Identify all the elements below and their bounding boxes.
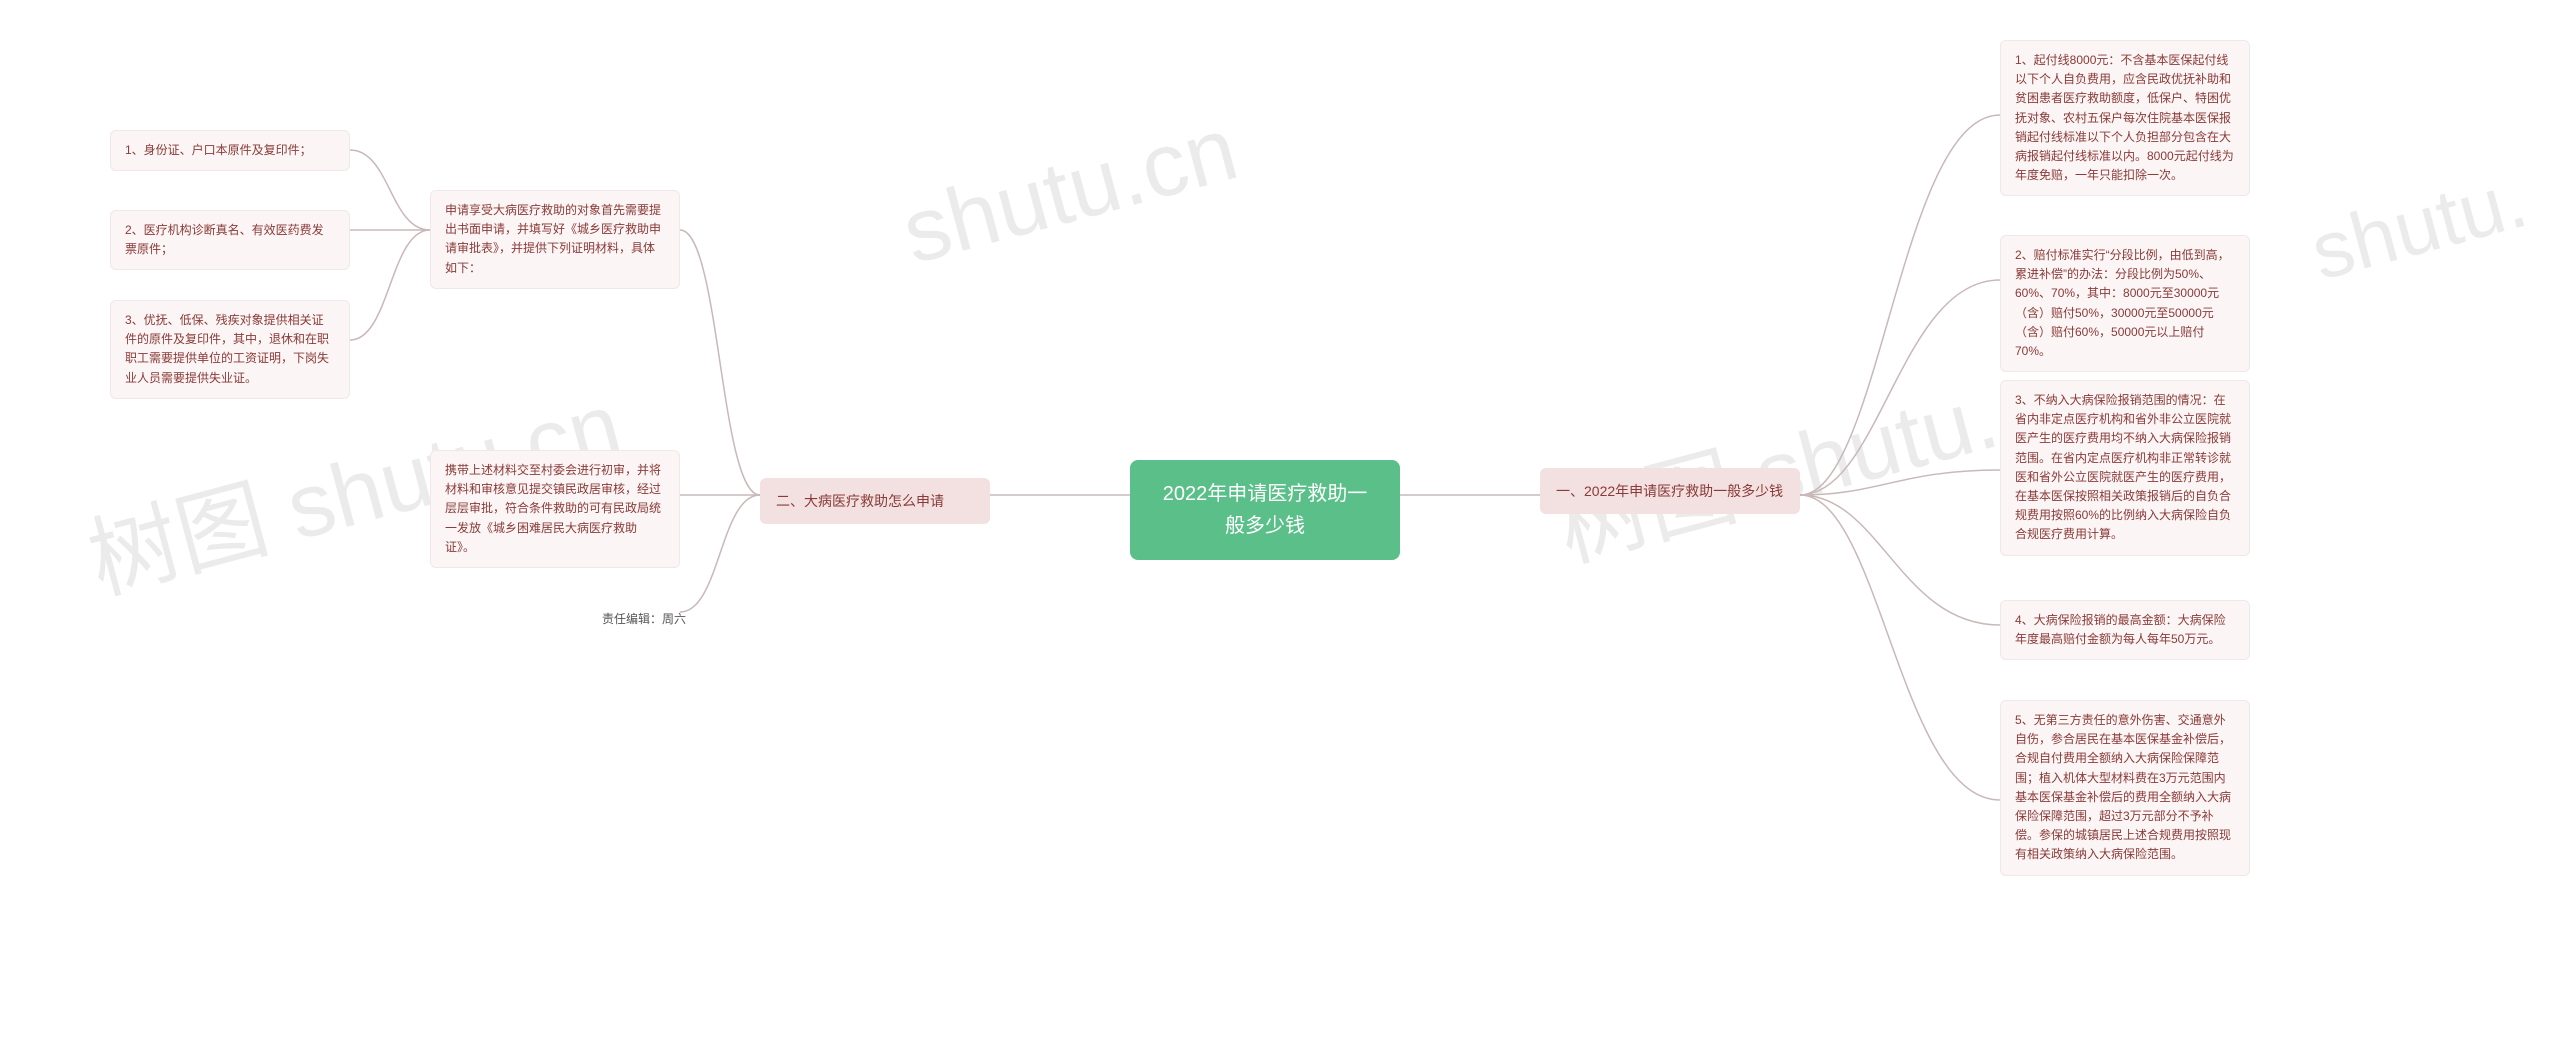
left-sub2-text: 携带上述材料交至村委会进行初审，并将材料和审核意见提交镇民政居审核，经过层层审批… [445,463,661,554]
watermark-4: shutu. [2302,153,2536,298]
left-sub2[interactable]: 携带上述材料交至村委会进行初审，并将材料和审核意见提交镇民政居审核，经过层层审批… [430,450,680,568]
left-sub1-leaf-2-text: 2、医疗机构诊断真名、有效医药费发票原件； [125,223,324,256]
left-sub1-leaf-1-text: 1、身份证、户口本原件及复印件； [125,143,312,157]
right-leaf-3-text: 3、不纳入大病保险报销范围的情况：在省内非定点医疗机构和省外非公立医院就医产生的… [2015,393,2231,541]
center-node[interactable]: 2022年申请医疗救助一般多少钱 [1130,460,1400,560]
right-leaf-1[interactable]: 1、起付线8000元：不含基本医保起付线以下个人自负费用，应含民政优抚补助和贫困… [2000,40,2250,196]
right-leaf-5[interactable]: 5、无第三方责任的意外伤害、交通意外自伤，参合居民在基本医保基金补偿后，合规自付… [2000,700,2250,876]
editor-text: 责任编辑：周六 [602,612,686,626]
right-leaf-1-text: 1、起付线8000元：不含基本医保起付线以下个人自负费用，应含民政优抚补助和贫困… [2015,53,2234,182]
right-leaf-4-text: 4、大病保险报销的最高金额：大病保险年度最高赔付金额为每人每年50万元。 [2015,613,2226,646]
left-branch-title: 二、大病医疗救助怎么申请 [776,493,944,509]
editor-credit: 责任编辑：周六 [500,600,700,639]
right-branch[interactable]: 一、2022年申请医疗救助一般多少钱 [1540,468,1800,514]
left-sub1-leaf-3[interactable]: 3、优抚、低保、残疾对象提供相关证件的原件及复印件，其中，退休和在职职工需要提供… [110,300,350,399]
left-sub1-leaf-1[interactable]: 1、身份证、户口本原件及复印件； [110,130,350,171]
center-title: 2022年申请医疗救助一般多少钱 [1163,483,1368,537]
left-sub1-leaf-2[interactable]: 2、医疗机构诊断真名、有效医药费发票原件； [110,210,350,270]
left-sub1-text: 申请享受大病医疗救助的对象首先需要提出书面申请，并填写好《城乡医疗救助申请审批表… [445,203,661,275]
left-sub1-leaf-3-text: 3、优抚、低保、残疾对象提供相关证件的原件及复印件，其中，退休和在职职工需要提供… [125,313,329,385]
left-branch[interactable]: 二、大病医疗救助怎么申请 [760,478,990,524]
watermark-2: shutu.cn [892,98,1247,286]
right-leaf-3[interactable]: 3、不纳入大病保险报销范围的情况：在省内非定点医疗机构和省外非公立医院就医产生的… [2000,380,2250,556]
watermark-3: 树图 shutu. [1541,344,2009,586]
right-leaf-5-text: 5、无第三方责任的意外伤害、交通意外自伤，参合居民在基本医保基金补偿后，合规自付… [2015,713,2231,861]
right-leaf-2-text: 2、赔付标准实行“分段比例，由低到高，累进补偿”的办法：分段比例为50%、60%… [2015,248,2230,358]
right-leaf-4[interactable]: 4、大病保险报销的最高金额：大病保险年度最高赔付金额为每人每年50万元。 [2000,600,2250,660]
right-branch-title: 一、2022年申请医疗救助一般多少钱 [1556,483,1783,499]
right-leaf-2[interactable]: 2、赔付标准实行“分段比例，由低到高，累进补偿”的办法：分段比例为50%、60%… [2000,235,2250,372]
left-sub1[interactable]: 申请享受大病医疗救助的对象首先需要提出书面申请，并填写好《城乡医疗救助申请审批表… [430,190,680,289]
